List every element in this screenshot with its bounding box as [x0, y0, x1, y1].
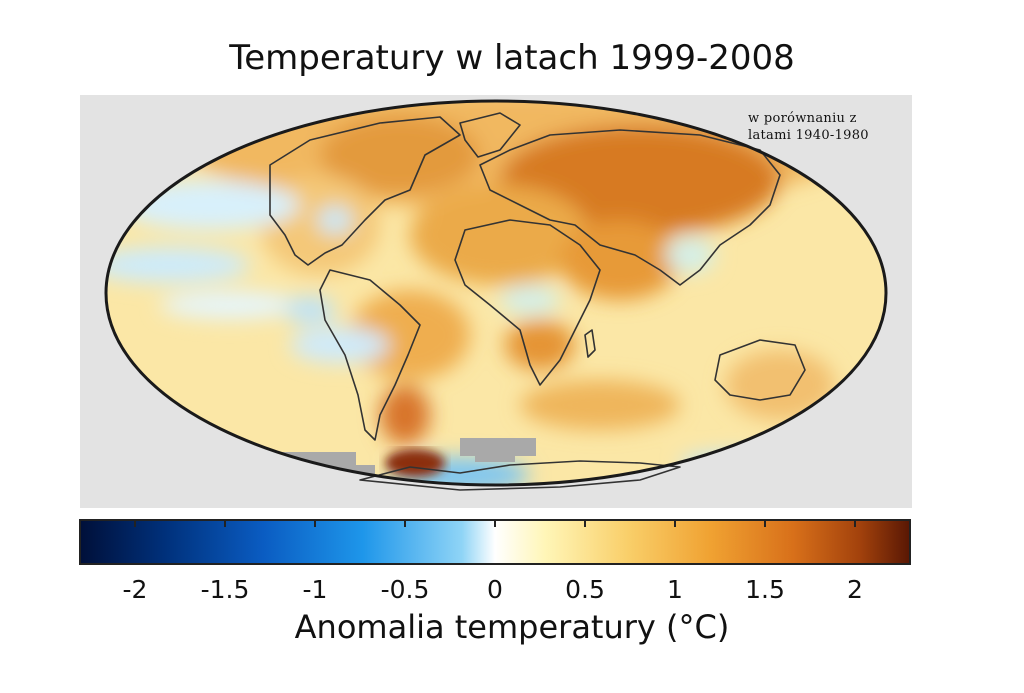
comparison-note: w porównaniu z latami 1940-1980 — [748, 110, 869, 144]
colorbar-tick — [494, 519, 496, 527]
colorbar-tick — [584, 519, 586, 527]
globe-outline — [104, 99, 888, 487]
colorbar-tick — [764, 519, 766, 527]
colorbar-tick-label: -1 — [302, 575, 328, 604]
colorbar-tick-label: 0.5 — [565, 575, 605, 604]
note-line-2: latami 1940-1980 — [748, 128, 869, 143]
colorbar-tick — [674, 519, 676, 527]
colorbar-tick-label: 1 — [667, 575, 683, 604]
colorbar-tick-label: -2 — [122, 575, 148, 604]
colorbar-label: Anomalia temperatury (°C) — [294, 608, 730, 646]
colorbar-tick-label: 2 — [847, 575, 863, 604]
world-map — [104, 99, 888, 491]
colorbar-tick-label: -1.5 — [200, 575, 250, 604]
colorbar-tick — [854, 519, 856, 527]
colorbar-tick-label: -0.5 — [380, 575, 430, 604]
colorbar-tick — [404, 519, 406, 527]
note-line-1: w porównaniu z — [748, 111, 857, 126]
colorbar-tick — [134, 519, 136, 527]
colorbar-tick — [224, 519, 226, 527]
colorbar-tick — [314, 519, 316, 527]
page-title: Temperatury w latach 1999-2008 — [229, 38, 795, 78]
anomaly-field — [106, 101, 886, 485]
coastlines — [269, 112, 806, 491]
colorbar-tick-label: 1.5 — [745, 575, 785, 604]
colorbar-tick-label: 0 — [487, 575, 503, 604]
map-panel — [80, 95, 912, 508]
